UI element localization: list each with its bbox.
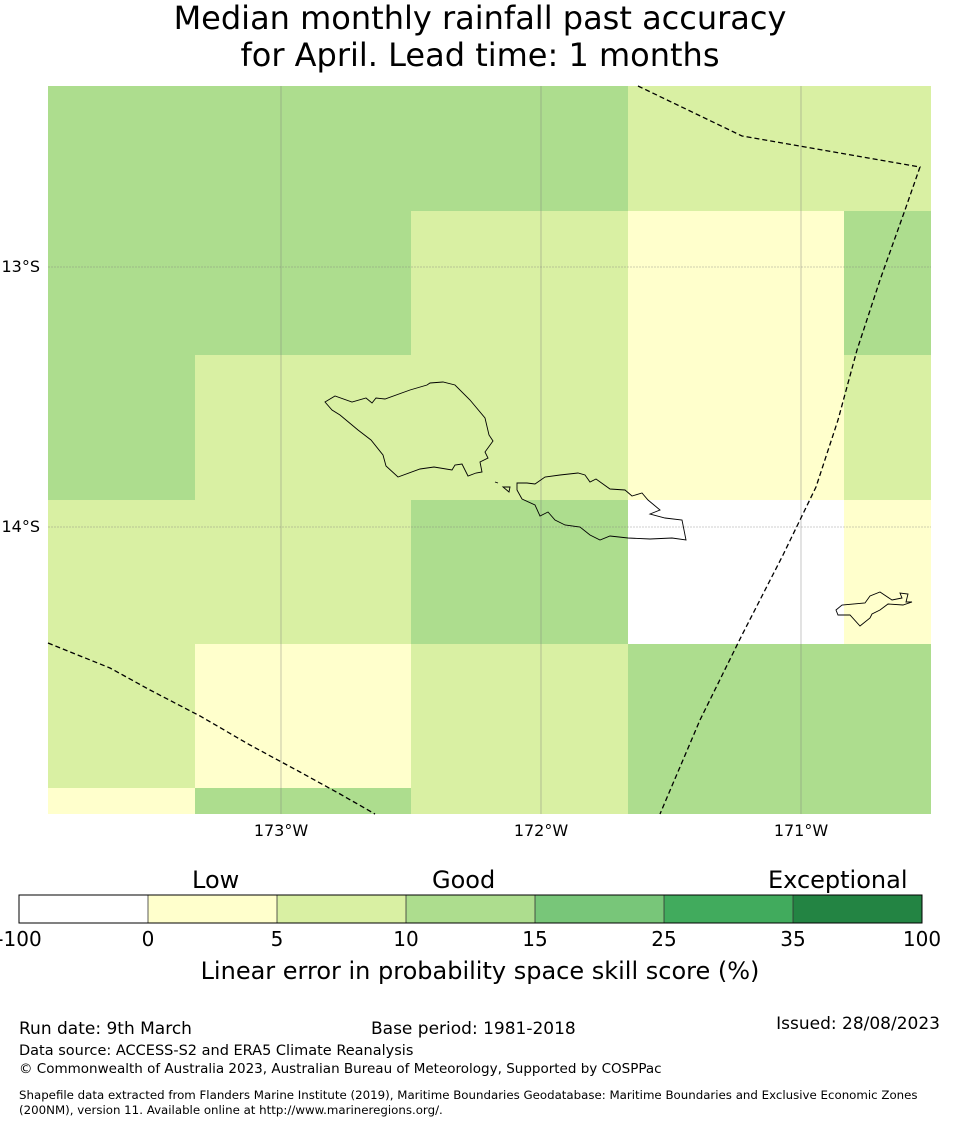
issued-date: Issued: 28/08/2023 bbox=[776, 1014, 940, 1034]
island-upolu bbox=[516, 472, 687, 541]
grid-cell bbox=[411, 211, 628, 355]
grid-cell bbox=[628, 86, 931, 211]
colorbar-tick: 0 bbox=[141, 927, 155, 951]
lat-label-13s: 13°S bbox=[1, 257, 40, 276]
grid-cell bbox=[48, 211, 411, 355]
island-apolima bbox=[501, 486, 511, 493]
island-savaii bbox=[324, 381, 494, 478]
grid-cell bbox=[195, 644, 411, 788]
grid-cell bbox=[411, 500, 628, 644]
grid-cell bbox=[48, 788, 195, 814]
colorbar bbox=[18, 894, 923, 924]
colorbar-segment bbox=[664, 895, 793, 923]
title-line-1: Median monthly rainfall past accuracy bbox=[173, 0, 787, 37]
shapefile-credit-line-2: (200NM), version 11. Available online at… bbox=[19, 1103, 443, 1117]
title-line-2: for April. Lead time: 1 months bbox=[240, 36, 720, 74]
grid-cell bbox=[48, 644, 195, 788]
skill-grid bbox=[48, 86, 931, 814]
lon-label-172w: 172°W bbox=[513, 821, 569, 840]
eez-boundaries bbox=[47, 85, 921, 815]
colorbar-tick: 10 bbox=[393, 927, 419, 951]
legend-category-low: Low bbox=[192, 866, 240, 894]
grid-cell bbox=[195, 788, 411, 814]
colorbar-segment bbox=[148, 895, 277, 923]
legend-category-good: Good bbox=[432, 866, 496, 894]
colorbar-segment bbox=[793, 895, 922, 923]
base-period: Base period: 1981-2018 bbox=[371, 1019, 576, 1039]
colorbar-segment bbox=[406, 895, 535, 923]
chart-title: Median monthly rainfall past accuracy fo… bbox=[0, 0, 960, 74]
grid-cell bbox=[628, 644, 931, 814]
colorbar-tick: 100 bbox=[902, 927, 942, 951]
colorbar-segment bbox=[19, 895, 148, 923]
colorbar-segment bbox=[277, 895, 406, 923]
colorbar-tick: 35 bbox=[780, 927, 806, 951]
coastlines bbox=[324, 381, 913, 627]
graticule bbox=[48, 86, 931, 814]
grid-cell bbox=[48, 500, 411, 644]
lon-label-173w: 173°W bbox=[253, 821, 309, 840]
copyright: © Commonwealth of Australia 2023, Austra… bbox=[19, 1061, 662, 1077]
island-tutuila bbox=[835, 591, 913, 627]
shapefile-credit-line-1: Shapefile data extracted from Flanders M… bbox=[19, 1088, 918, 1102]
data-source: Data source: ACCESS-S2 and ERA5 Climate … bbox=[19, 1043, 414, 1059]
grid-cell bbox=[844, 500, 931, 644]
colorbar-segment bbox=[535, 895, 664, 923]
grid-cell bbox=[628, 211, 844, 355]
colorbar-tick: 15 bbox=[522, 927, 548, 951]
grid-cell bbox=[411, 644, 628, 814]
grid-cell bbox=[628, 500, 844, 644]
colorbar-tick: -100 bbox=[0, 927, 42, 951]
grid-cell bbox=[48, 355, 195, 500]
grid-cell bbox=[48, 86, 628, 211]
grid-cell bbox=[628, 355, 844, 500]
colorbar-dividers bbox=[147, 895, 794, 923]
colorbar-frame bbox=[18, 894, 923, 924]
island-manono bbox=[494, 481, 499, 484]
lat-label-14s: 14°S bbox=[1, 517, 40, 536]
eez-boundary-line bbox=[637, 85, 921, 815]
run-date: Run date: 9th March bbox=[19, 1019, 192, 1039]
eez-boundary-line bbox=[47, 642, 376, 815]
grid-cell bbox=[195, 355, 628, 500]
grid-cell bbox=[844, 211, 931, 355]
colorbar-axis-label: Linear error in probability space skill … bbox=[200, 957, 760, 985]
legend-category-exceptional: Exceptional bbox=[768, 866, 908, 894]
colorbar-tick: 25 bbox=[651, 927, 677, 951]
lon-label-171w: 171°W bbox=[773, 821, 829, 840]
grid-cell bbox=[844, 355, 931, 500]
colorbar-tick: 5 bbox=[270, 927, 284, 951]
